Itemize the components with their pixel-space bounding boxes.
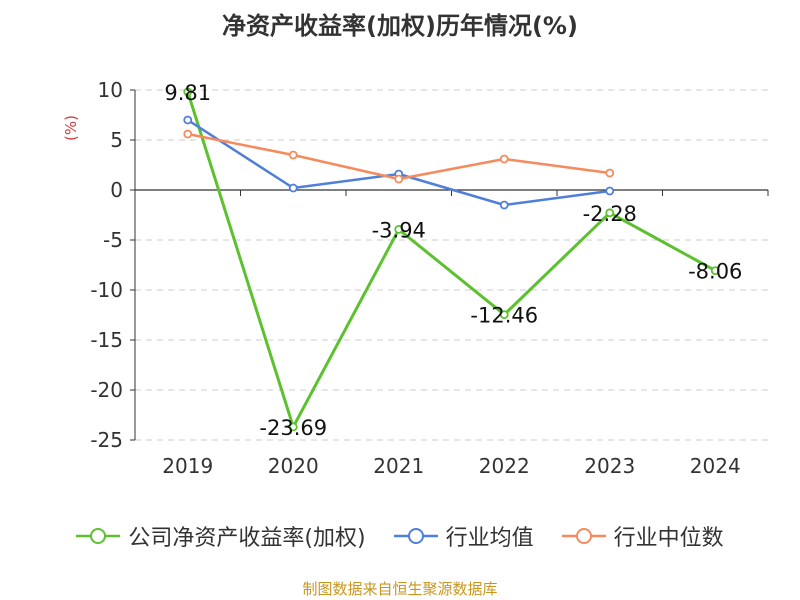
data-point [288, 183, 298, 193]
data-point [499, 200, 509, 210]
chart-title: 净资产收益率(加权)历年情况(%) [222, 12, 578, 40]
y-tick-label: 5 [110, 128, 123, 152]
legend-label: 行业均值 [445, 526, 534, 551]
x-tick-label: 2019 [162, 454, 213, 478]
x-tick-label: 2021 [373, 454, 424, 478]
legend: 公司净资产收益率(加权) 行业均值 行业中位数 [0, 520, 800, 552]
data-point [183, 115, 193, 125]
y-tick-label: 0 [110, 178, 123, 202]
legend-line-marker-icon [393, 528, 438, 544]
data-point [499, 154, 509, 164]
data-point [183, 129, 193, 139]
x-tick-label: 2020 [268, 454, 319, 478]
data-point [394, 174, 404, 184]
series-line-1 [187, 118, 610, 207]
y-tick-label: -20 [90, 378, 123, 402]
x-tick-label: 2022 [479, 454, 530, 478]
legend-label: 行业中位数 [613, 526, 724, 551]
legend-item-industry-median[interactable]: 行业中位数 [561, 520, 724, 552]
source-note: 制图数据来自恒生聚源数据库 [302, 580, 498, 598]
data-point [605, 168, 615, 178]
legend-line-marker-icon [76, 528, 121, 544]
data-point [183, 87, 193, 97]
legend-item-industry-mean[interactable]: 行业均值 [393, 520, 534, 552]
data-point [499, 310, 509, 320]
y-tick-label: -10 [90, 278, 123, 302]
x-tick-label: 2023 [584, 454, 635, 478]
data-label: -2.28 [583, 202, 637, 226]
series-line-0 [186, 91, 716, 429]
legend-label: 公司净资产收益率(加权) [128, 526, 366, 551]
data-point [394, 224, 404, 234]
data-point [288, 422, 298, 432]
x-tick-label: 2024 [690, 454, 741, 478]
data-point [605, 208, 615, 218]
data-label: -12.46 [470, 304, 538, 328]
data-label: -23.69 [259, 416, 327, 440]
y-tick-label: -15 [90, 328, 123, 352]
data-label: -3.94 [372, 218, 426, 242]
data-point [710, 266, 720, 276]
legend-line-marker-icon [561, 528, 606, 544]
y-tick-label: 10 [98, 78, 123, 102]
data-label: 9.81 [164, 81, 211, 105]
data-point [605, 186, 615, 196]
y-tick-label: -5 [103, 228, 123, 252]
data-point [288, 150, 298, 160]
y-axis-label: (%) [62, 115, 80, 141]
data-label: -8.06 [688, 260, 742, 284]
y-tick-label: -25 [90, 428, 123, 452]
legend-item-company[interactable]: 公司净资产收益率(加权) [76, 520, 366, 552]
